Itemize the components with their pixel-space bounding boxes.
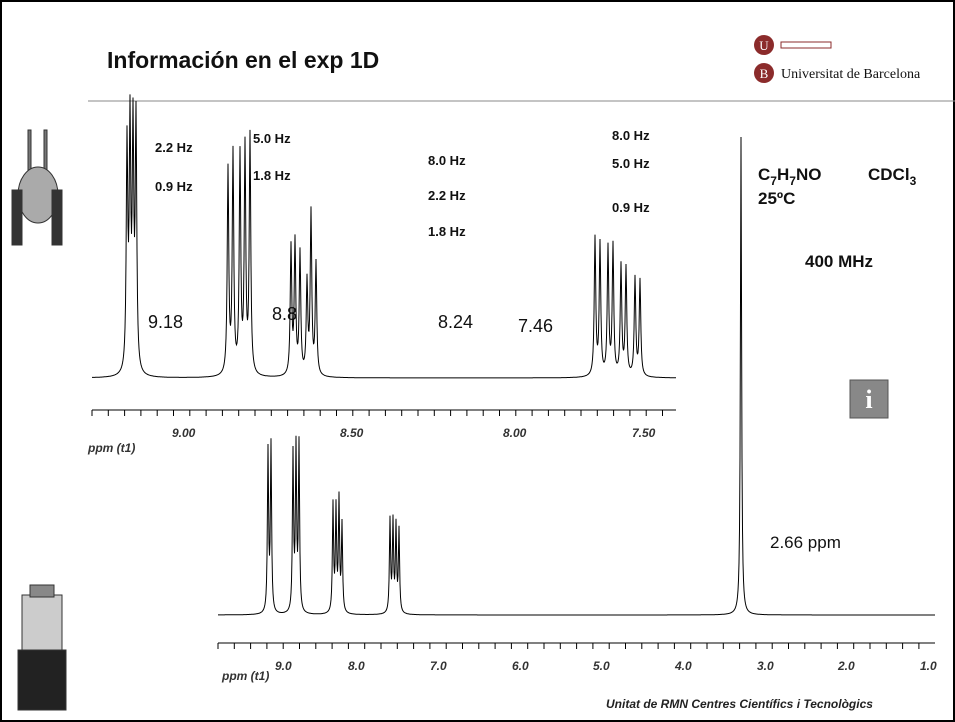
axis-label: 8.00 [503,426,527,440]
axis-label: 8.50 [340,426,364,440]
logo-building [780,41,832,49]
coupling: 8.0 Hz [428,153,466,168]
axis-title: ppm (t1) [221,669,269,683]
coupling: 5.0 Hz [612,156,650,171]
axis-label: 1.0 [920,659,937,673]
formula: C7H7NO [758,165,821,188]
logo-letter: U [759,38,769,53]
coupling: 2.2 Hz [428,188,466,203]
axis-label: 4.0 [674,659,692,673]
temperature: 25ºC [758,189,795,208]
coupling: 8.0 Hz [612,128,650,143]
logo-circle [754,63,774,83]
shift-label: 9.18 [148,312,183,332]
axis-label: 9.0 [275,659,292,673]
logo-text: Universitat de Barcelona [781,67,921,82]
solvent: CDCl3 [868,165,917,188]
shift-label: 8.24 [438,312,473,332]
axis-label: 6.0 [512,659,529,673]
axis-title: ppm (t1) [87,441,135,455]
axis-label: 9.00 [172,426,196,440]
logo-circle [754,35,774,55]
frequency: 400 MHz [805,252,873,271]
shift-label: 7.46 [518,316,553,336]
coupling: 0.9 Hz [155,179,193,194]
magnet-image [17,584,67,711]
coupling: 1.8 Hz [428,224,466,239]
probe-image [11,129,63,246]
footer: Unitat de RMN Centres Científics i Tecno… [606,697,873,711]
spectrum [92,94,676,379]
shift-label: 8.8 [272,304,297,324]
axis-label: 5.0 [593,659,610,673]
logo-letter: B [760,66,769,81]
axis-labels: 9.0 8.0 7.0 6.0 5.0 4.0 3.0 2.0 1.0 [275,659,937,673]
axis-label: 7.0 [430,659,447,673]
coupling: 1.8 Hz [253,168,291,183]
axis-label: 8.0 [348,659,365,673]
coupling: 5.0 Hz [253,131,291,146]
info-button[interactable] [849,379,889,419]
info-icon[interactable]: i [865,385,872,414]
coupling: 2.2 Hz [155,140,193,155]
title: Información en el exp 1D [107,47,379,73]
axis-label: 2.0 [837,659,855,673]
spectrum [218,136,935,616]
peak-label: 2.66 ppm [770,533,841,552]
axis-label: 7.50 [632,426,656,440]
axis-label: 3.0 [757,659,774,673]
coupling: 0.9 Hz [612,200,650,215]
